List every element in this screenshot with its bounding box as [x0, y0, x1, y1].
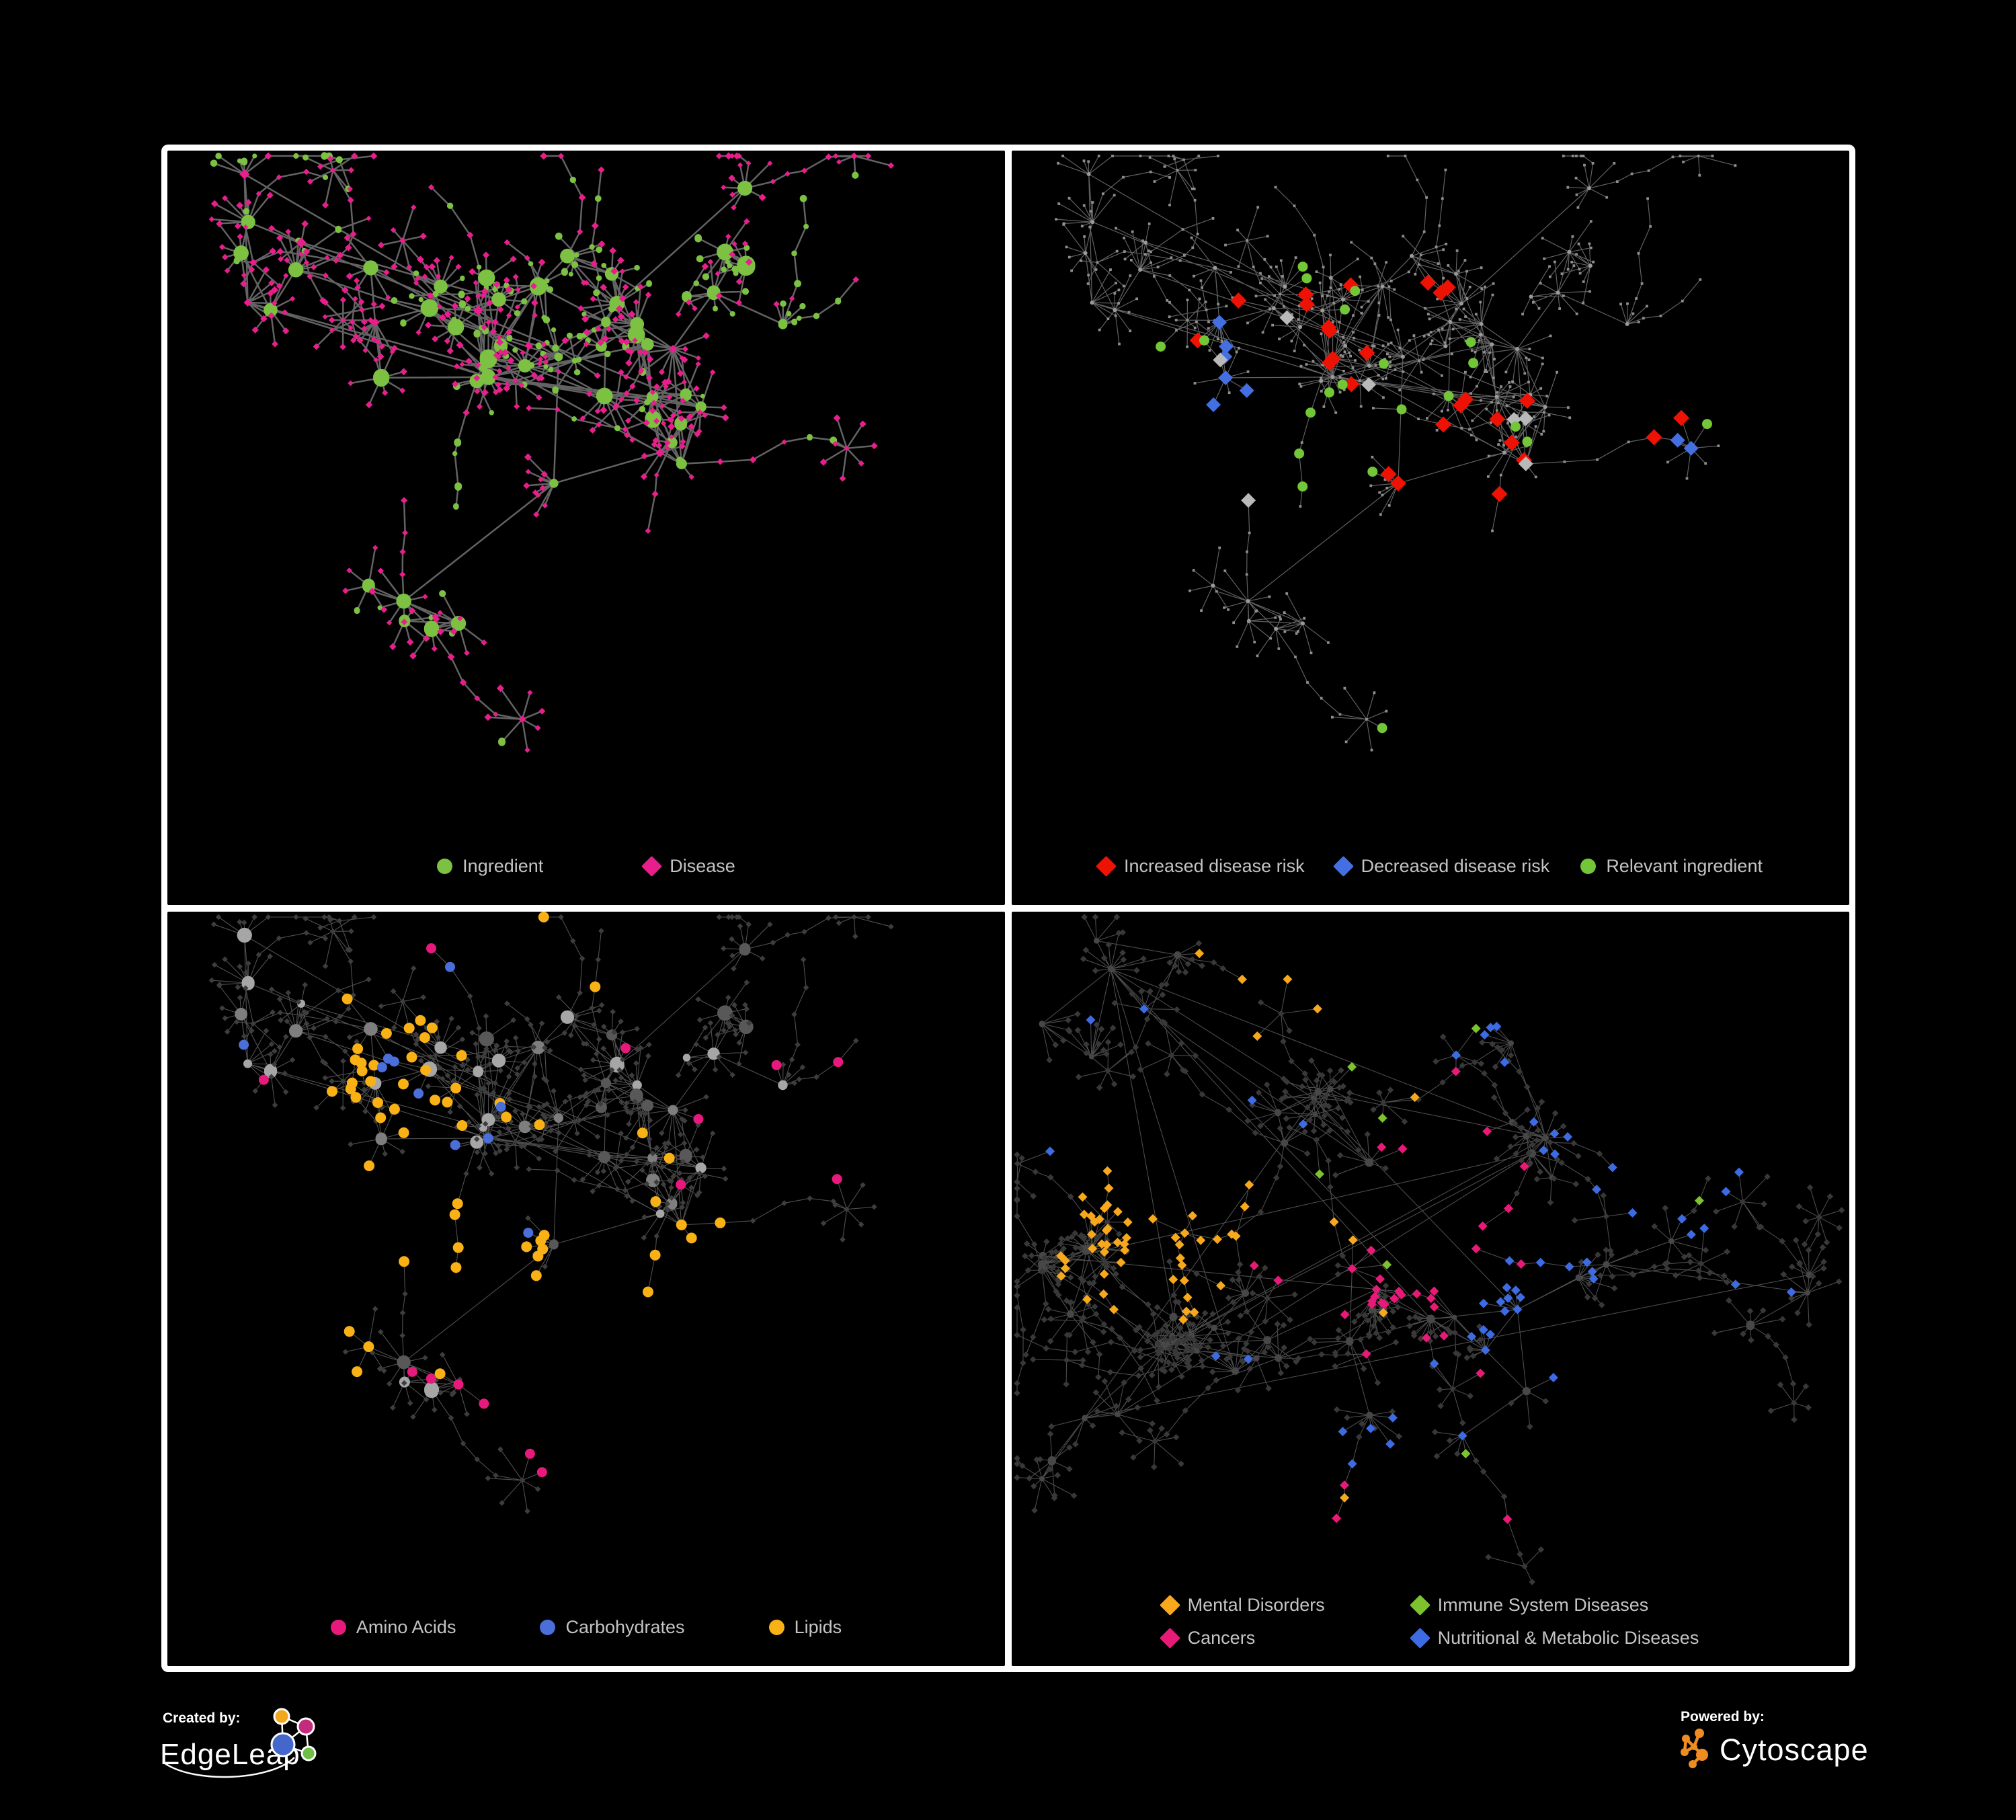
network-nodes [397, 943, 754, 1370]
legend-label: Carbohydrates [565, 1617, 685, 1637]
carbohydrates-circle-marker-icon [540, 1620, 556, 1635]
edgeleap-node-orange [273, 1708, 290, 1725]
network-nodes [208, 152, 895, 753]
network-nodes [208, 914, 894, 1514]
figure-frame: Ingredient Disease Increased disease risk… [161, 145, 1855, 1672]
legend-label: Increased disease risk [1124, 856, 1305, 876]
legend-item-lipids: Lipids [768, 1617, 842, 1638]
edgeleap-node-magenta [296, 1717, 315, 1736]
created-by-label: Created by: [163, 1710, 241, 1726]
network-edges [1055, 155, 1736, 750]
legend-label: Mental Disorders [1187, 1595, 1325, 1615]
network-highlight-nodes [1189, 274, 1690, 502]
immune-system-diseases-diamond-marker-icon [1409, 1595, 1430, 1616]
legend-label: Lipids [794, 1617, 842, 1637]
legend-disease-classes: Mental Disorders Immune System Diseases Ca… [1012, 1595, 1849, 1649]
legend-label: Ingredient [462, 856, 544, 876]
legend-item-nutritional-metabolic-diseases: Nutritional & Metabolic Diseases [1409, 1628, 1699, 1649]
legend-label: Amino Acids [356, 1617, 456, 1637]
nutrient-class-network-graph [208, 912, 894, 1514]
disease-diamond-marker-icon [641, 856, 663, 877]
network-nodes [210, 152, 859, 746]
edgeleap-logo: Created by: EdgeLeap [160, 1708, 317, 1778]
legend-label: Decreased disease risk [1361, 856, 1550, 876]
legend-disease-risk: Increased disease risk Decreased disease … [1012, 856, 1849, 877]
panel-nutrient-classes: Amino Acids Carbohydrates Lipids [167, 912, 1005, 1666]
network-highlight-nodes [1315, 1023, 1704, 1459]
network-edges [211, 155, 891, 750]
network-edges [1016, 916, 1842, 1583]
disease-risk-network-graph [1055, 155, 1737, 752]
network-highlight-nodes [239, 961, 534, 1238]
legend-label: Relevant ingredient [1606, 856, 1763, 876]
cytoscape-logo: Powered by: Cytoscape [1681, 1709, 1869, 1768]
legend-ingredient-disease: Ingredient Disease [167, 856, 1005, 877]
mental-disorders-diamond-marker-icon [1159, 1595, 1180, 1616]
edgeleap-node-blue [270, 1732, 296, 1757]
powered-by-label: Powered by: [1681, 1709, 1765, 1725]
legend-label: Nutritional & Metabolic Diseases [1437, 1628, 1699, 1648]
legend-item-amino-acids: Amino Acids [330, 1617, 456, 1638]
legend-item-relevant-ingredient: Relevant ingredient [1580, 856, 1763, 877]
legend-label: Disease [670, 856, 735, 876]
cytoscape-network-icon [1681, 1729, 1708, 1768]
cancers-diamond-marker-icon [1159, 1628, 1180, 1649]
legend-item-mental-disorders: Mental Disorders [1159, 1595, 1412, 1616]
panel-disease-risk: Increased disease risk Decreased disease … [1012, 151, 1849, 905]
panel-disease-classes: Mental Disorders Immune System Diseases Ca… [1012, 912, 1849, 1666]
network-nodes [237, 927, 788, 1398]
network-highlight-nodes [1056, 949, 1420, 1503]
increased-disease-risk-diamond-marker-icon [1096, 856, 1117, 877]
legend-item-immune-system-diseases: Immune System Diseases [1409, 1595, 1699, 1616]
disease-class-network-graph [1014, 914, 1845, 1585]
legend-item-increased-disease-risk: Increased disease risk [1096, 856, 1305, 877]
legend-label: Cancers [1187, 1628, 1256, 1648]
edgeleap-credit: Created by: EdgeLeap [156, 1704, 385, 1808]
legend-label: Immune System Diseases [1437, 1595, 1649, 1615]
legend-item-disease: Disease [641, 856, 735, 877]
nutritional-metabolic-diseases-diamond-marker-icon [1409, 1628, 1430, 1649]
network-nodes [1055, 155, 1737, 752]
network-edges [211, 916, 891, 1511]
panel-ingredient-disease: Ingredient Disease [167, 151, 1005, 905]
legend-item-cancers: Cancers [1159, 1628, 1412, 1649]
cytoscape-credit: Powered by: Cytoscape [1677, 1706, 1932, 1784]
legend-item-ingredient: Ingredient [437, 856, 543, 877]
lipids-circle-marker-icon [768, 1620, 784, 1635]
decreased-disease-risk-diamond-marker-icon [1332, 856, 1354, 877]
legend-nutrient-classes: Amino Acids Carbohydrates Lipids [167, 1617, 1005, 1638]
network-highlight-nodes [1156, 262, 1712, 734]
edgeleap-network-icon [163, 1708, 317, 1778]
cytoscape-wordmark: Cytoscape [1720, 1733, 1869, 1767]
legend-item-carbohydrates: Carbohydrates [540, 1617, 685, 1638]
legend-item-decreased-disease-risk: Decreased disease risk [1332, 856, 1550, 877]
amino-acids-circle-marker-icon [330, 1620, 346, 1635]
network-nodes [1014, 914, 1845, 1585]
ingredient-disease-network-graph [208, 152, 895, 753]
ingredient-circle-marker-icon [437, 859, 453, 874]
edgeleap-node-green [300, 1745, 317, 1762]
relevant-ingredient-circle-marker-icon [1580, 859, 1597, 874]
network-highlight-nodes [1206, 315, 1699, 456]
